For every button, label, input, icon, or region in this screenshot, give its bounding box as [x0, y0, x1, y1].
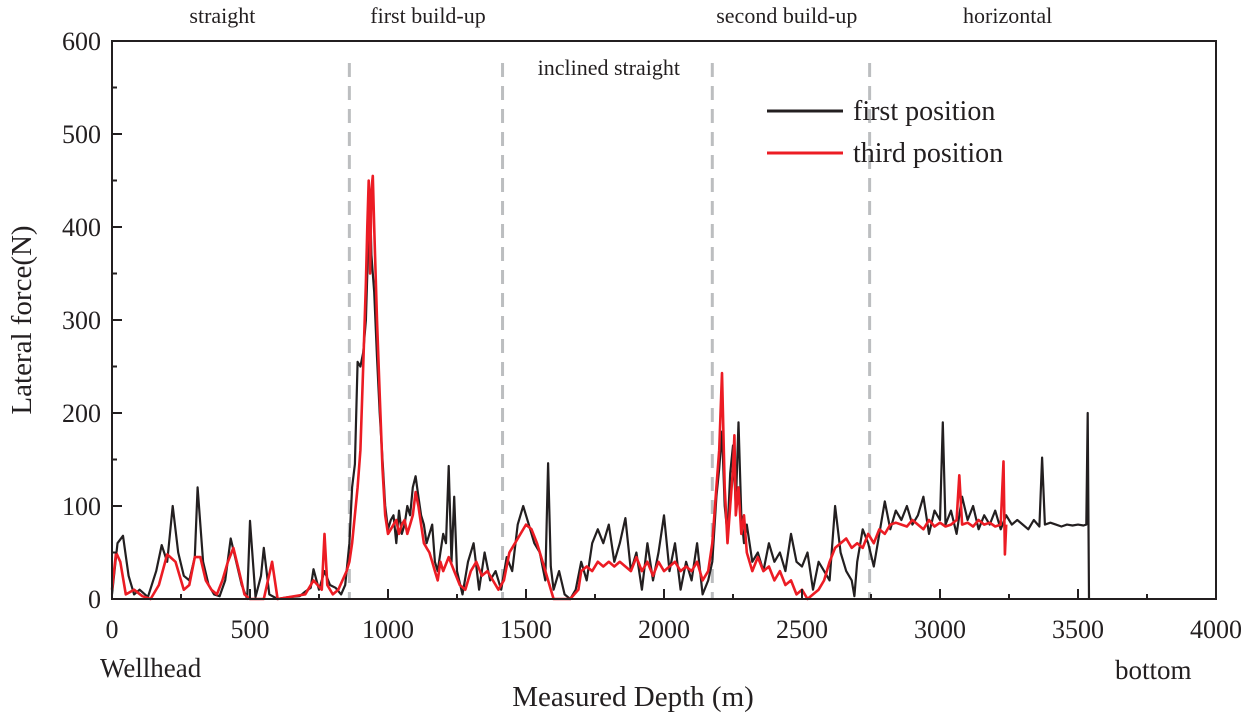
x-tick-label: 2500 — [776, 615, 828, 644]
x-axis-title: Measured Depth (m) — [512, 681, 754, 713]
region-label-horizontal: horizontal — [963, 3, 1052, 28]
x-tick-label: 1000 — [362, 615, 414, 644]
series-line-third-position — [110, 174, 1008, 601]
legend: first position third position — [767, 96, 1003, 169]
x-tick-label: 3500 — [1052, 615, 1104, 644]
y-tick-label: 500 — [62, 120, 101, 149]
y-tick-label: 400 — [62, 213, 101, 242]
legend-label-first-position: first position — [853, 96, 995, 127]
region-label-straight: straight — [189, 3, 255, 28]
x-tick-label: 3000 — [914, 615, 966, 644]
series-line-first-position — [110, 198, 1091, 601]
axis-ticks: 0 500 1000 1500 2000 2500 3000 3500 4000 0 100 200 3… — [62, 27, 1242, 644]
x-tick-label: 4000 — [1190, 615, 1242, 644]
y-tick-label: 300 — [62, 306, 101, 335]
region-labels: straight first build-up inclined straight s… — [189, 3, 1052, 80]
region-label-first-build-up: first build-up — [370, 3, 486, 28]
y-tick-label: 100 — [62, 492, 101, 521]
region-label-inclined-straight: inclined straight — [538, 55, 680, 80]
x-tick-label: 500 — [231, 615, 270, 644]
region-boundaries — [347, 63, 872, 599]
wellhead-label: Wellhead — [100, 653, 202, 683]
bottom-label: bottom — [1115, 655, 1192, 685]
x-tick-label: 2000 — [638, 615, 690, 644]
series-layer — [110, 174, 1091, 601]
region-label-second-build-up: second build-up — [716, 3, 857, 28]
y-tick-label: 0 — [88, 585, 101, 614]
legend-label-third-position: third position — [853, 138, 1003, 169]
y-tick-label: 600 — [62, 27, 101, 56]
y-tick-label: 200 — [62, 399, 101, 428]
y-axis-title: Lateral force(N) — [6, 225, 38, 414]
x-tick-label: 0 — [106, 615, 119, 644]
x-tick-label: 1500 — [500, 615, 552, 644]
